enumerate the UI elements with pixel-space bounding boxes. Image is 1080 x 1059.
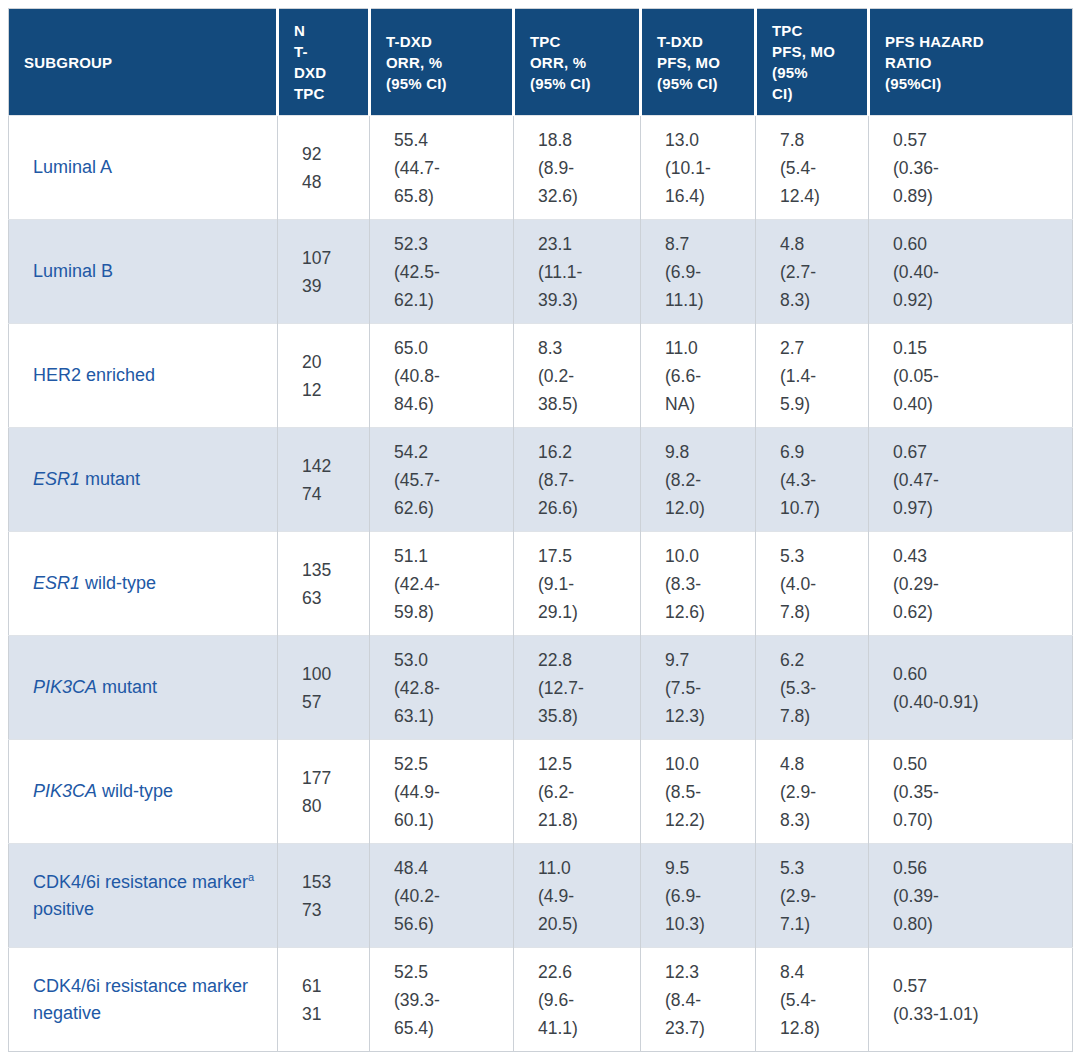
cell-tdxd-pfs: 9.8(8.2-12.0) [641, 428, 756, 532]
cell-n: 17780 [278, 740, 370, 844]
cell-tpc-orr: 22.8(12.7-35.8) [514, 636, 641, 740]
cell-tdxd-orr: 65.0(40.8-84.6) [370, 324, 514, 428]
col-header-tpc-orr: TPCORR, %(95% CI) [514, 9, 641, 116]
cell-tdxd-pfs: 13.0(10.1-16.4) [641, 116, 756, 220]
cell-tpc-orr: 16.2(8.7-26.6) [514, 428, 641, 532]
cell-tpc-orr: 22.6(9.6-41.1) [514, 948, 641, 1052]
header-row: SUBGROUPNT-DXDTPCT-DXDORR, %(95% CI)TPCO… [9, 9, 1073, 116]
col-header-tdxd-orr: T-DXDORR, %(95% CI) [370, 9, 514, 116]
cell-tdxd-pfs: 9.7(7.5-12.3) [641, 636, 756, 740]
cell-n: 13563 [278, 532, 370, 636]
cell-tpc-orr: 12.5(6.2-21.8) [514, 740, 641, 844]
cell-tdxd-orr: 53.0(42.8-63.1) [370, 636, 514, 740]
cell-tdxd-orr: 52.5(39.3-65.4) [370, 948, 514, 1052]
subgroup-label: Luminal B [9, 220, 278, 324]
gene-name-italic: ESR1 [33, 573, 80, 593]
subgroup-label: CDK4/6i resistance markera positive [9, 844, 278, 948]
gene-name-italic: PIK3CA [33, 781, 97, 801]
cell-hazard-ratio: 0.43(0.29-0.62) [869, 532, 1073, 636]
cell-n: 10057 [278, 636, 370, 740]
cell-n: 6131 [278, 948, 370, 1052]
cell-tdxd-orr: 48.4(40.2-56.6) [370, 844, 514, 948]
cell-n: 2012 [278, 324, 370, 428]
cell-tdxd-orr: 52.3(42.5-62.1) [370, 220, 514, 324]
cell-tdxd-pfs: 10.0(8.3-12.6) [641, 532, 756, 636]
table-header: SUBGROUPNT-DXDTPCT-DXDORR, %(95% CI)TPCO… [9, 9, 1073, 116]
cell-tdxd-pfs: 10.0(8.5-12.2) [641, 740, 756, 844]
cell-hazard-ratio: 0.57(0.33-1.01) [869, 948, 1073, 1052]
cell-hazard-ratio: 0.57(0.36-0.89) [869, 116, 1073, 220]
gene-name-italic: PIK3CA [33, 677, 97, 697]
table-row: PIK3CA wild-type1778052.5(44.9-60.1)12.5… [9, 740, 1073, 844]
cell-hazard-ratio: 0.56(0.39-0.80) [869, 844, 1073, 948]
cell-tpc-orr: 8.3(0.2-38.5) [514, 324, 641, 428]
table-row: Luminal A924855.4(44.7-65.8)18.8(8.9-32.… [9, 116, 1073, 220]
footnote-marker: a [248, 871, 254, 883]
cell-tpc-pfs: 4.8(2.7-8.3) [756, 220, 869, 324]
cell-hazard-ratio: 0.60(0.40-0.91) [869, 636, 1073, 740]
gene-name-italic: ESR1 [33, 469, 80, 489]
subgroup-label: Luminal A [9, 116, 278, 220]
cell-tpc-pfs: 7.8(5.4-12.4) [756, 116, 869, 220]
cell-hazard-ratio: 0.67(0.47-0.97) [869, 428, 1073, 532]
cell-tpc-pfs: 6.2(5.3-7.8) [756, 636, 869, 740]
subgroup-label: PIK3CA wild-type [9, 740, 278, 844]
cell-tpc-orr: 23.1(11.1-39.3) [514, 220, 641, 324]
table-row: CDK4/6i resistance markera positive15373… [9, 844, 1073, 948]
table-row: ESR1 mutant1427454.2(45.7-62.6)16.2(8.7-… [9, 428, 1073, 532]
cell-tdxd-pfs: 8.7(6.9-11.1) [641, 220, 756, 324]
col-header-hazard-ratio: PFS HAZARDRATIO(95%CI) [869, 9, 1073, 116]
table-row: HER2 enriched201265.0(40.8-84.6)8.3(0.2-… [9, 324, 1073, 428]
cell-n: 14274 [278, 428, 370, 532]
cell-tpc-orr: 18.8(8.9-32.6) [514, 116, 641, 220]
subgroup-label: ESR1 wild-type [9, 532, 278, 636]
col-header-tpc-pfs: TPCPFS, MO(95%CI) [756, 9, 869, 116]
col-header-subgroup: SUBGROUP [9, 9, 278, 116]
cell-tdxd-pfs: 11.0(6.6-NA) [641, 324, 756, 428]
cell-tpc-pfs: 4.8(2.9-8.3) [756, 740, 869, 844]
cell-tdxd-orr: 55.4(44.7-65.8) [370, 116, 514, 220]
cell-tpc-pfs: 6.9(4.3-10.7) [756, 428, 869, 532]
cell-tpc-pfs: 8.4(5.4-12.8) [756, 948, 869, 1052]
cell-tpc-orr: 11.0(4.9-20.5) [514, 844, 641, 948]
cell-n: 10739 [278, 220, 370, 324]
col-header-tdxd-pfs: T-DXDPFS, MO(95% CI) [641, 9, 756, 116]
table-row: ESR1 wild-type1356351.1(42.4-59.8)17.5(9… [9, 532, 1073, 636]
cell-tdxd-orr: 52.5(44.9-60.1) [370, 740, 514, 844]
subgroup-label: PIK3CA mutant [9, 636, 278, 740]
cell-tpc-pfs: 5.3(2.9-7.1) [756, 844, 869, 948]
cell-tpc-pfs: 5.3(4.0-7.8) [756, 532, 869, 636]
cell-tdxd-orr: 54.2(45.7-62.6) [370, 428, 514, 532]
cell-tpc-pfs: 2.7(1.4-5.9) [756, 324, 869, 428]
table-row: Luminal B1073952.3(42.5-62.1)23.1(11.1-3… [9, 220, 1073, 324]
cell-tdxd-orr: 51.1(42.4-59.8) [370, 532, 514, 636]
subgroup-label: HER2 enriched [9, 324, 278, 428]
cell-tdxd-pfs: 9.5(6.9-10.3) [641, 844, 756, 948]
table-body: Luminal A924855.4(44.7-65.8)18.8(8.9-32.… [9, 116, 1073, 1052]
cell-hazard-ratio: 0.60(0.40-0.92) [869, 220, 1073, 324]
cell-hazard-ratio: 0.50(0.35-0.70) [869, 740, 1073, 844]
cell-tdxd-pfs: 12.3(8.4-23.7) [641, 948, 756, 1052]
subgroup-label: CDK4/6i resistance marker negative [9, 948, 278, 1052]
subgroup-analysis-container: SUBGROUPNT-DXDTPCT-DXDORR, %(95% CI)TPCO… [0, 0, 1080, 1059]
cell-n: 9248 [278, 116, 370, 220]
cell-n: 15373 [278, 844, 370, 948]
cell-tpc-orr: 17.5(9.1-29.1) [514, 532, 641, 636]
cell-hazard-ratio: 0.15(0.05-0.40) [869, 324, 1073, 428]
col-header-n: NT-DXDTPC [278, 9, 370, 116]
table-row: CDK4/6i resistance marker negative613152… [9, 948, 1073, 1052]
subgroup-analysis-table: SUBGROUPNT-DXDTPCT-DXDORR, %(95% CI)TPCO… [8, 8, 1073, 1052]
table-row: PIK3CA mutant1005753.0(42.8-63.1)22.8(12… [9, 636, 1073, 740]
subgroup-label: ESR1 mutant [9, 428, 278, 532]
